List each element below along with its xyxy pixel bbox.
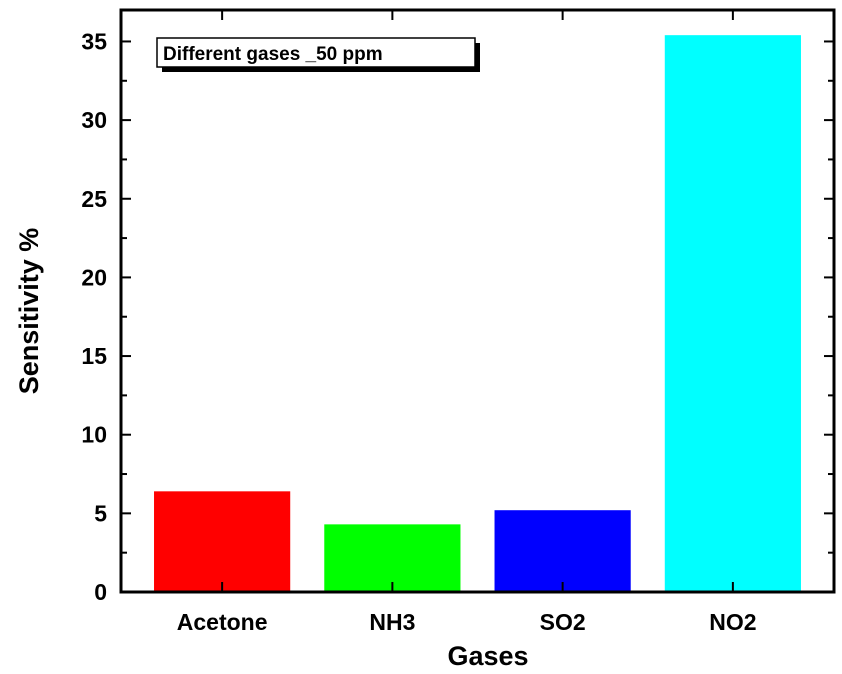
x-tick-label-acetone: Acetone <box>177 609 268 635</box>
bar-acetone <box>154 491 291 592</box>
bar-no2 <box>664 35 801 593</box>
legend-text: Different gases _50 ppm <box>163 44 383 65</box>
x-tick-label-nh3: NH3 <box>369 609 415 635</box>
y-tick-label: 0 <box>94 579 107 605</box>
y-tick-label: 30 <box>81 107 107 133</box>
y-axis-title: Sensitivity % <box>14 228 44 395</box>
y-tick-label: 10 <box>81 422 107 448</box>
bars-group <box>154 35 801 593</box>
bar-so2 <box>494 510 631 592</box>
legend-box: Different gases _50 ppm <box>156 37 480 72</box>
x-tick-label-no2: NO2 <box>709 609 756 635</box>
y-ticks-group: 0 5 10 15 20 25 30 35 <box>81 28 834 605</box>
x-ticks-group: Acetone NH3 SO2 NO2 <box>177 10 757 635</box>
y-tick-label: 35 <box>81 28 107 54</box>
y-tick-label: 15 <box>81 343 107 369</box>
y-tick-label: 25 <box>81 186 107 212</box>
x-axis-title: Gases <box>447 641 528 671</box>
legend-frame <box>156 37 476 68</box>
plot-frame <box>119 8 836 594</box>
y-tick-label: 5 <box>94 500 107 526</box>
y-tick-label: 20 <box>81 264 107 290</box>
bar-nh3 <box>324 524 461 592</box>
x-tick-label-so2: SO2 <box>540 609 586 635</box>
